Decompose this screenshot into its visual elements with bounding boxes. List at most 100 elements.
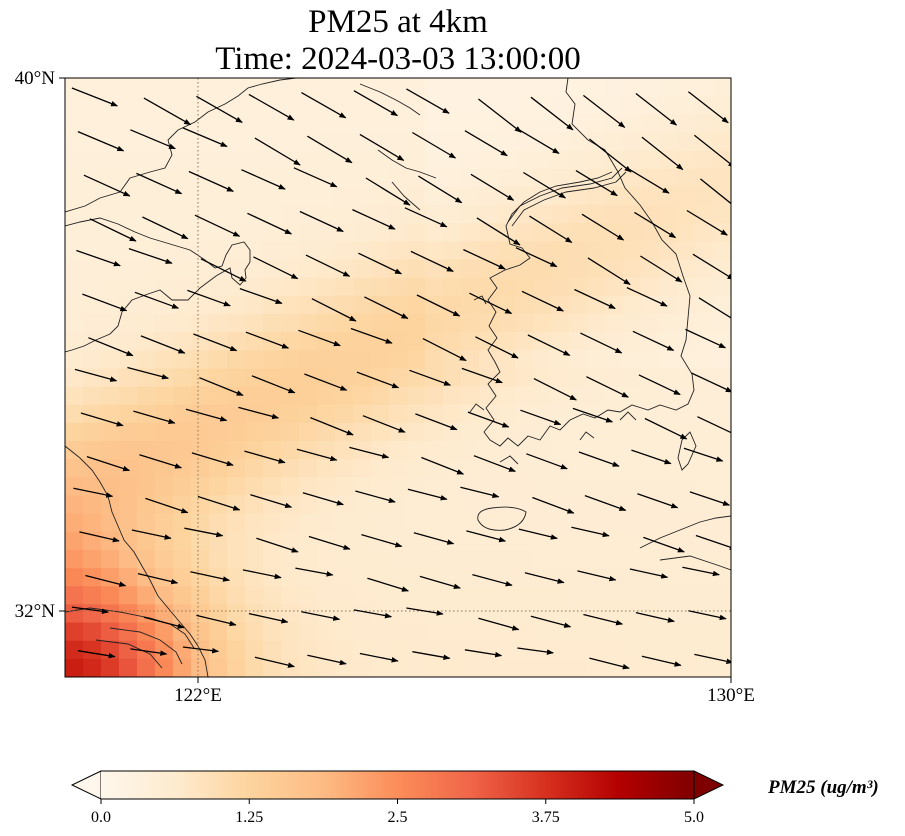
pm25-cell [389,277,408,297]
pm25-cell [209,277,228,297]
pm25-cell [245,114,264,134]
wind-arrow [530,96,574,131]
pm25-cell [623,78,642,97]
pm25-cell [65,368,84,388]
pm25-cell [155,223,174,242]
pm25-cell [209,259,228,279]
pm25-cell [551,604,570,624]
pm25-cell [407,549,426,569]
pm25-cell [191,404,210,424]
pm25-cell [263,277,282,297]
pm25-cell [65,241,84,261]
pm25-cell [227,368,246,388]
lat-tick-label: 32°N [15,601,56,622]
pm25-cell [551,568,570,587]
pm25-cell [227,78,246,97]
pm25-cell [227,96,246,115]
pm25-cell [353,277,372,297]
wind-arrow [247,212,293,235]
pm25-cell [83,368,102,388]
pm25-cell [245,96,264,115]
pm25-cell [173,386,192,406]
pm25-cell [407,350,426,370]
pm25-cell [533,186,552,206]
wind-arrow [586,376,629,398]
pm25-cell [245,368,264,388]
pm25-cell [497,350,516,370]
pm25-cell [425,350,444,370]
pm25-cell [713,150,731,170]
pm25-cell [155,295,174,315]
pm25-cell [173,459,192,478]
pm25-cell [533,368,552,388]
pm25-cell [677,513,696,533]
pm25-cell [443,604,462,624]
longitude-axis: 122°E 130°E [174,677,755,706]
wind-arrow [464,649,503,658]
pm25-cell [317,386,336,406]
pm25-cell [119,404,138,424]
pm25-cell [515,404,534,424]
wind-arrow [644,417,688,440]
pm25-cell [155,350,174,370]
pm25-cell [245,259,264,279]
wind-arrow [142,216,189,240]
pm25-cell [371,477,390,497]
pm25-cell [497,277,516,297]
pm25-cell [173,422,192,442]
pm25-cell [497,531,516,551]
pm25-cell [515,658,534,677]
pm25-cell [605,604,624,624]
pm25-cell [353,259,372,279]
pm25-cell [173,96,192,115]
pm25-cell [695,586,714,605]
pm25-cell [119,531,138,551]
pm25-cell [191,114,210,134]
pm25-cell [263,495,282,515]
gridlines [65,78,731,677]
pm25-cell [245,186,264,206]
wind-arrow [143,97,192,126]
wind-arrow [588,138,632,173]
pm25-cell [65,622,84,642]
pm25-cell [191,259,210,279]
pm25-cell [407,622,426,642]
pm25-cell [587,513,606,533]
pm25-cell [65,604,84,624]
pm25-cell [425,277,444,297]
pm25-cell [227,295,246,315]
pm25-cell [443,368,462,388]
korea-coastline-border [507,167,623,223]
pm25-cell [659,658,678,677]
wind-arrow [74,368,118,382]
pm25-cell [263,241,282,261]
pm25-cell [641,531,660,551]
wind-arrow [529,215,573,244]
pm25-cell [299,313,318,333]
pm25-cell [173,150,192,170]
pm25-cell [425,295,444,315]
pm25-cell [623,114,642,134]
pm25-cell [263,441,282,460]
pm25-cell [371,277,390,297]
pm25-cell [623,586,642,605]
pm25-cell [245,150,264,170]
pm25-cell [443,622,462,642]
pm25-cell [83,78,102,97]
wind-arrow [238,406,280,420]
pm25-cell [695,441,714,460]
wind-arrow [635,611,675,623]
pm25-cell [623,295,642,315]
pm25-cell [461,150,480,170]
pm25-cell [605,277,624,297]
pm25-cell [209,205,228,224]
pm25-cell [713,604,731,624]
wind-arrow [589,657,630,670]
pm25-cell [659,186,678,206]
wind-arrow [530,615,572,628]
pm25-cell [335,78,354,97]
wind-arrow [517,647,554,655]
pm25-cell [533,459,552,478]
wind-arrow [308,535,351,550]
pm25-cell [623,549,642,569]
